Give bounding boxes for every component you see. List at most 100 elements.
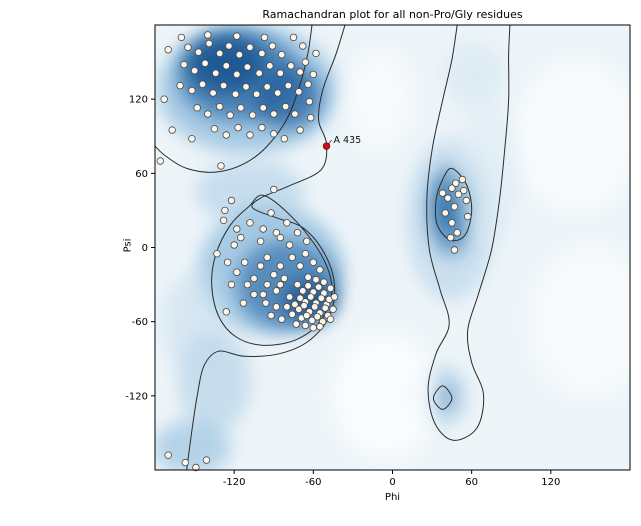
residue-point xyxy=(295,305,303,313)
residue-point xyxy=(292,320,300,328)
residue-point xyxy=(312,275,320,284)
residue-point xyxy=(242,83,250,91)
residue-point xyxy=(190,66,199,75)
residue-point xyxy=(309,324,317,332)
residue-point xyxy=(291,110,299,118)
residue-point xyxy=(246,131,254,139)
density-blob xyxy=(442,39,506,109)
residue-point xyxy=(235,51,244,59)
x-tick-label: 0 xyxy=(389,477,395,488)
residue-point xyxy=(464,212,472,221)
residue-point xyxy=(288,253,296,262)
residue-point xyxy=(233,32,241,40)
residue-point xyxy=(284,81,292,90)
density-layer xyxy=(155,25,630,470)
residue-point xyxy=(215,102,224,111)
residue-point xyxy=(448,184,456,192)
x-tick-label: 60 xyxy=(465,477,478,488)
residue-point xyxy=(450,246,459,254)
residue-point xyxy=(301,58,310,66)
residue-point xyxy=(219,81,228,90)
contour-outer-right xyxy=(426,25,511,441)
residue-point xyxy=(239,299,248,307)
residue-point xyxy=(307,293,315,301)
residue-point xyxy=(231,90,240,98)
residue-point xyxy=(299,287,307,295)
residue-point xyxy=(299,42,307,50)
residue-point xyxy=(252,90,261,98)
residue-point xyxy=(285,293,294,301)
residue-point xyxy=(308,316,316,325)
residue-point xyxy=(188,86,196,95)
residue-point xyxy=(314,283,323,291)
residue-point xyxy=(256,262,265,270)
residue-point xyxy=(283,219,291,227)
residue-point xyxy=(304,80,312,88)
y-tick-label: -120 xyxy=(125,391,148,402)
residue-point xyxy=(177,33,186,42)
residue-point xyxy=(316,322,324,331)
density-blob xyxy=(453,99,522,248)
residue-point xyxy=(460,186,468,195)
residue-point xyxy=(210,125,219,133)
density-blob xyxy=(346,49,413,149)
residue-point xyxy=(250,290,258,299)
residue-point xyxy=(270,185,278,194)
density-blob xyxy=(517,62,630,211)
residue-point xyxy=(280,274,288,283)
residue-point xyxy=(330,293,339,301)
residue-point xyxy=(215,49,224,58)
residue-point xyxy=(288,310,296,318)
residue-point xyxy=(274,89,282,97)
residue-point xyxy=(270,110,278,118)
residue-point xyxy=(240,258,249,266)
residue-point xyxy=(450,202,459,211)
residue-point xyxy=(263,83,271,91)
density-blob xyxy=(252,64,322,129)
density-blob xyxy=(161,272,228,372)
residue-point xyxy=(320,278,328,286)
residue-point xyxy=(201,59,209,67)
residue-point xyxy=(283,303,291,311)
residue-point xyxy=(256,237,265,245)
residue-point xyxy=(438,189,447,197)
residue-point xyxy=(296,68,304,76)
residue-point xyxy=(296,262,304,270)
y-tick-label: 60 xyxy=(135,169,148,180)
residue-point xyxy=(458,175,467,184)
contour-inner-beta xyxy=(155,25,313,173)
residue-point xyxy=(307,113,315,122)
residue-point xyxy=(266,62,274,70)
residue-point xyxy=(296,126,304,134)
residue-point xyxy=(250,274,258,283)
residue-point xyxy=(453,228,461,237)
residue-point xyxy=(184,43,192,51)
residue-point xyxy=(204,110,212,118)
residue-point xyxy=(296,294,304,302)
residue-point xyxy=(267,209,275,217)
residue-point xyxy=(222,131,230,139)
residue-point xyxy=(270,130,278,138)
residue-point xyxy=(268,42,277,50)
residue-point xyxy=(287,62,295,70)
residue-point xyxy=(213,249,221,258)
residue-point xyxy=(246,43,254,51)
residue-point xyxy=(246,219,254,227)
residue-point xyxy=(441,209,449,217)
residue-point xyxy=(305,97,314,106)
residue-point xyxy=(176,81,184,90)
residue-point xyxy=(164,46,172,54)
residue-point xyxy=(259,225,267,233)
residue-point xyxy=(209,89,217,97)
residue-point xyxy=(304,282,312,290)
residue-point xyxy=(248,111,257,119)
residue-point xyxy=(309,258,317,266)
residue-point xyxy=(237,233,245,242)
residue-point xyxy=(452,179,460,187)
residue-point xyxy=(260,33,269,42)
density-blob xyxy=(155,420,232,470)
residue-point xyxy=(278,51,286,59)
residue-point xyxy=(262,299,270,307)
residue-point xyxy=(300,301,308,310)
